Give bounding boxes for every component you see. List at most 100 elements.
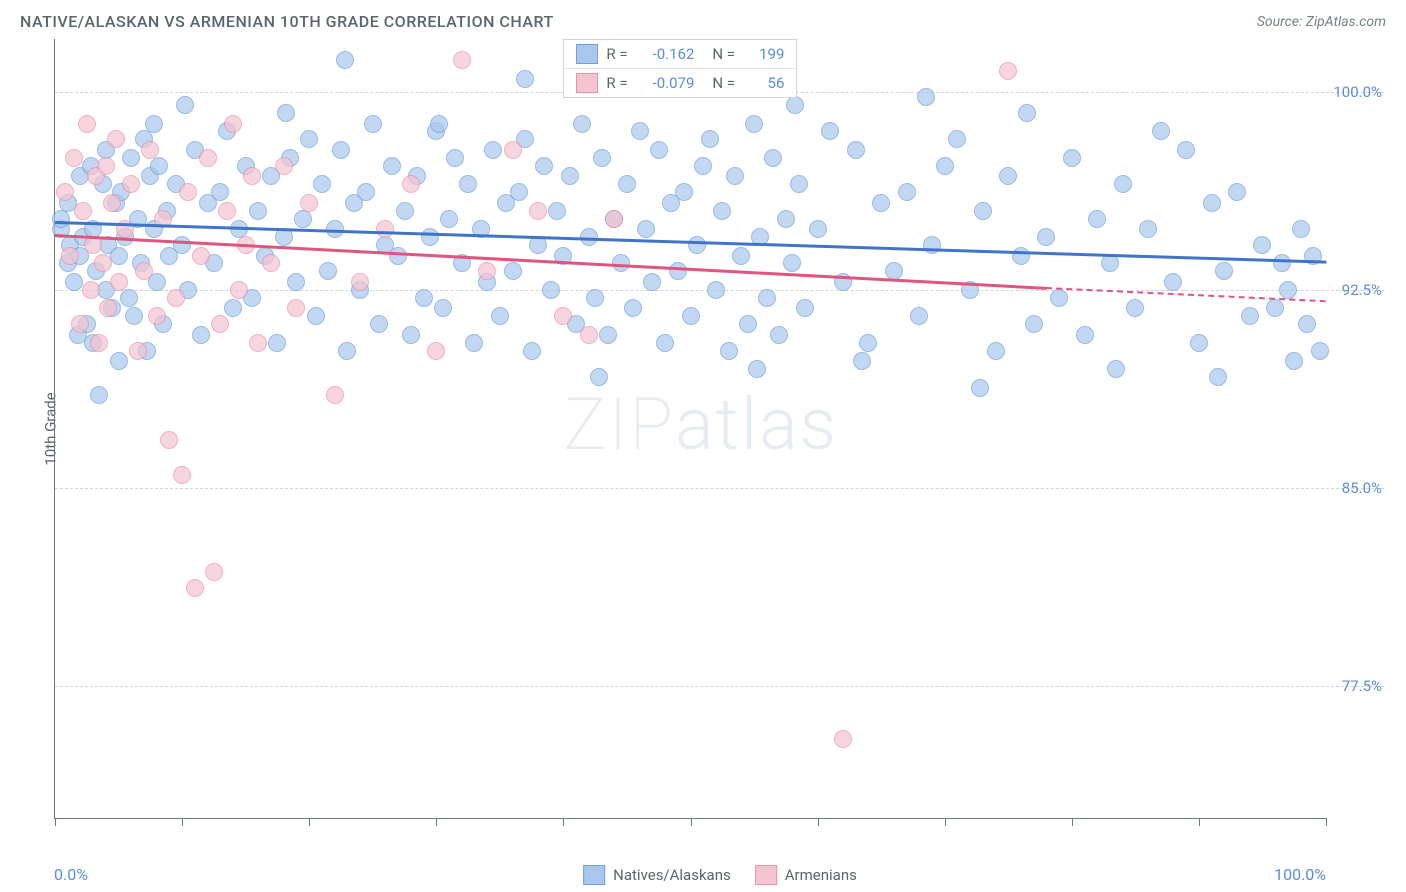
scatter-point-armenians — [427, 342, 445, 360]
scatter-point-natives — [294, 210, 312, 228]
scatter-point-natives — [923, 236, 941, 254]
scatter-point-natives — [764, 149, 782, 167]
scatter-point-armenians — [192, 247, 210, 265]
scatter-point-natives — [669, 262, 687, 280]
scatter-point-natives — [1063, 149, 1081, 167]
scatter-point-natives — [402, 326, 420, 344]
scatter-point-natives — [853, 352, 871, 370]
scatter-point-natives — [332, 141, 350, 159]
scatter-point-natives — [948, 130, 966, 148]
gridline — [55, 686, 1384, 687]
scatter-point-armenians — [554, 307, 572, 325]
scatter-point-natives — [173, 236, 191, 254]
scatter-point-natives — [1228, 183, 1246, 201]
scatter-point-armenians — [218, 202, 236, 220]
n-label: N = — [712, 45, 740, 63]
r-value: -0.162 — [642, 45, 694, 63]
scatter-point-natives — [675, 183, 693, 201]
scatter-point-natives — [176, 96, 194, 114]
scatter-point-natives — [859, 334, 877, 352]
scatter-point-natives — [971, 379, 989, 397]
scatter-point-natives — [573, 115, 591, 133]
scatter-point-armenians — [135, 262, 153, 280]
scatter-point-armenians — [287, 299, 305, 317]
scatter-point-natives — [465, 334, 483, 352]
bottom-legend: Natives/Alaskans Armenians — [583, 865, 857, 885]
scatter-point-armenians — [249, 334, 267, 352]
scatter-point-natives — [1088, 210, 1106, 228]
scatter-point-natives — [421, 228, 439, 246]
n-value: 56 — [748, 74, 784, 92]
scatter-point-natives — [504, 262, 522, 280]
x-tick — [436, 818, 437, 826]
scatter-point-natives — [1012, 247, 1030, 265]
scatter-point-natives — [52, 210, 70, 228]
scatter-point-armenians — [74, 202, 92, 220]
scatter-point-armenians — [148, 307, 166, 325]
scatter-point-armenians — [834, 730, 852, 748]
scatter-point-natives — [110, 352, 128, 370]
scatter-point-natives — [732, 247, 750, 265]
scatter-point-natives — [268, 334, 286, 352]
watermark-atlas: atlas — [675, 382, 838, 467]
scatter-point-armenians — [453, 51, 471, 69]
x-tick — [818, 818, 819, 826]
scatter-point-armenians — [94, 254, 112, 272]
x-tick — [691, 818, 692, 826]
scatter-point-natives — [1076, 326, 1094, 344]
scatter-point-natives — [90, 386, 108, 404]
legend-item: Armenians — [755, 865, 857, 885]
x-tick — [1326, 818, 1327, 826]
scatter-point-armenians — [61, 247, 79, 265]
scatter-point-armenians — [580, 326, 598, 344]
bottom-bar: 0.0% Natives/AlaskansArmenians 100.0% — [54, 865, 1386, 884]
scatter-point-natives — [434, 299, 452, 317]
x-tick — [945, 818, 946, 826]
scatter-point-armenians — [262, 254, 280, 272]
scatter-point-natives — [491, 307, 509, 325]
scatter-point-natives — [599, 326, 617, 344]
scatter-point-armenians — [82, 281, 100, 299]
scatter-point-natives — [898, 183, 916, 201]
scatter-point-armenians — [110, 273, 128, 291]
swatch-icon — [576, 73, 598, 93]
scatter-point-natives — [150, 157, 168, 175]
x-tick — [182, 818, 183, 826]
y-tick-label: 77.5% — [1328, 677, 1382, 695]
scatter-point-natives — [694, 157, 712, 175]
scatter-point-armenians — [199, 149, 217, 167]
stats-legend: R =-0.162N =199R =-0.079N =56 — [563, 39, 797, 98]
scatter-point-natives — [872, 194, 890, 212]
y-tick-label: 92.5% — [1328, 281, 1382, 299]
scatter-point-natives — [987, 342, 1005, 360]
legend-item: Natives/Alaskans — [583, 865, 731, 885]
scatter-point-natives — [1203, 194, 1221, 212]
scatter-point-armenians — [141, 141, 159, 159]
scatter-point-natives — [682, 307, 700, 325]
r-label: R = — [606, 74, 634, 92]
scatter-point-natives — [786, 96, 804, 114]
scatter-point-natives — [637, 220, 655, 238]
y-tick-label: 85.0% — [1328, 479, 1382, 497]
scatter-point-natives — [917, 88, 935, 106]
scatter-point-natives — [1292, 220, 1310, 238]
scatter-point-natives — [336, 51, 354, 69]
scatter-point-natives — [790, 175, 808, 193]
scatter-point-natives — [548, 202, 566, 220]
scatter-point-natives — [313, 175, 331, 193]
scatter-point-natives — [1101, 254, 1119, 272]
scatter-point-natives — [1126, 299, 1144, 317]
scatter-point-natives — [701, 130, 719, 148]
swatch-icon — [755, 865, 777, 885]
scatter-point-natives — [688, 236, 706, 254]
scatter-point-natives — [211, 183, 229, 201]
scatter-point-natives — [287, 273, 305, 291]
stats-row-natives: R =-0.162N =199 — [564, 40, 796, 68]
scatter-point-natives — [1025, 315, 1043, 333]
scatter-point-natives — [1018, 104, 1036, 122]
scatter-point-natives — [631, 122, 649, 140]
scatter-point-natives — [277, 104, 295, 122]
scatter-point-natives — [415, 289, 433, 307]
scatter-point-armenians — [167, 289, 185, 307]
scatter-point-armenians — [107, 130, 125, 148]
